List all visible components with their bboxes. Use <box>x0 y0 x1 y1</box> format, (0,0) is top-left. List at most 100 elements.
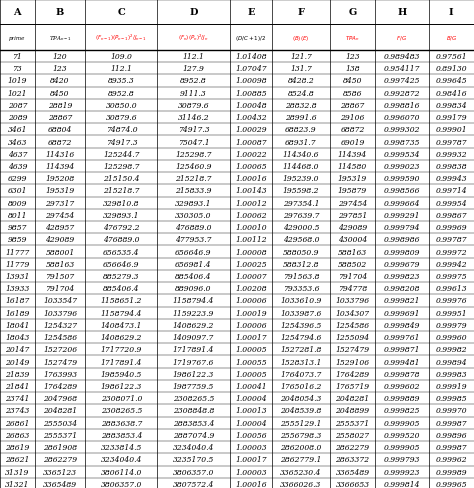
Text: 195319: 195319 <box>338 175 367 183</box>
Text: 429089: 429089 <box>338 224 367 232</box>
Text: 2887074.9: 2887074.9 <box>173 431 214 439</box>
Text: 0.99613: 0.99613 <box>436 285 467 293</box>
Text: 3365489: 3365489 <box>43 480 77 488</box>
Text: 2862008.0: 2862008.0 <box>280 443 322 451</box>
Text: 215833.9: 215833.9 <box>175 187 212 195</box>
Text: 1719767.6: 1719767.6 <box>173 358 214 366</box>
Text: 1527479: 1527479 <box>336 346 370 354</box>
Text: 0.999878: 0.999878 <box>383 370 420 378</box>
Text: 0.989483: 0.989483 <box>383 53 420 61</box>
Text: 0.999679: 0.999679 <box>383 260 420 268</box>
Text: 476889.0: 476889.0 <box>103 236 140 244</box>
Text: 1254794.6: 1254794.6 <box>280 333 322 342</box>
Text: 1.00016: 1.00016 <box>235 480 267 488</box>
Text: 1.00029: 1.00029 <box>235 126 267 134</box>
Text: 8428.2: 8428.2 <box>288 77 314 85</box>
Text: 1254586: 1254586 <box>43 333 77 342</box>
Text: 114394: 114394 <box>338 150 367 159</box>
Text: prime: prime <box>9 36 26 41</box>
Text: 0.97561: 0.97561 <box>436 53 467 61</box>
Text: 121.7: 121.7 <box>290 53 312 61</box>
Text: 2308848.8: 2308848.8 <box>173 407 214 415</box>
Text: 28832.8: 28832.8 <box>285 102 317 110</box>
Text: 0.99867: 0.99867 <box>436 211 467 220</box>
Text: 127.9: 127.9 <box>182 65 204 73</box>
Text: 1.01408: 1.01408 <box>235 53 267 61</box>
Text: 0.99894: 0.99894 <box>436 358 467 366</box>
Text: 429568.0: 429568.0 <box>283 236 319 244</box>
Text: 0.999825: 0.999825 <box>383 407 420 415</box>
Text: 8009: 8009 <box>8 199 27 207</box>
Text: 1987759.5: 1987759.5 <box>173 382 214 390</box>
Text: 1527479: 1527479 <box>43 358 77 366</box>
Text: 1158651.2: 1158651.2 <box>101 297 142 305</box>
Text: 430004: 430004 <box>338 236 367 244</box>
Text: $B/G$: $B/G$ <box>446 34 457 42</box>
Text: 1717891.4: 1717891.4 <box>173 346 214 354</box>
Text: 1.00013: 1.00013 <box>235 407 267 415</box>
Text: 23743: 23743 <box>5 407 29 415</box>
Text: 297639.7: 297639.7 <box>283 211 319 220</box>
Text: 74917.3: 74917.3 <box>178 126 210 134</box>
Text: 125460.9: 125460.9 <box>175 163 212 171</box>
Text: 1763993: 1763993 <box>43 370 77 378</box>
Text: 2308071.0: 2308071.0 <box>101 394 142 403</box>
Text: 1765016.2: 1765016.2 <box>280 382 322 390</box>
Text: 30850.0: 30850.0 <box>106 102 137 110</box>
Text: 123: 123 <box>345 53 360 61</box>
Text: 0.999871: 0.999871 <box>383 346 420 354</box>
Text: 0.999520: 0.999520 <box>383 431 420 439</box>
Text: 29106: 29106 <box>340 114 365 122</box>
Text: 2863372: 2863372 <box>336 455 370 464</box>
Text: 1033987.6: 1033987.6 <box>280 309 322 317</box>
Text: 0.98416: 0.98416 <box>436 89 467 98</box>
Text: 114316: 114316 <box>46 150 75 159</box>
Text: $(F_n)(P_n)^2/J_n$: $(F_n)(P_n)^2/J_n$ <box>178 33 209 43</box>
Text: 18043: 18043 <box>5 333 29 342</box>
Text: 1021: 1021 <box>8 89 27 98</box>
Text: 21839: 21839 <box>5 370 29 378</box>
Text: 1764289: 1764289 <box>336 370 370 378</box>
Text: 31321: 31321 <box>5 480 29 488</box>
Text: $F/G$: $F/G$ <box>396 34 408 42</box>
Text: 2556798.3: 2556798.3 <box>280 431 322 439</box>
Text: 68872: 68872 <box>340 126 365 134</box>
Text: 297851: 297851 <box>338 211 367 220</box>
Text: 885406.4: 885406.4 <box>103 285 140 293</box>
Text: 0.99787: 0.99787 <box>436 138 467 146</box>
Text: 656981.4: 656981.4 <box>175 260 212 268</box>
Text: 1.00885: 1.00885 <box>235 89 267 98</box>
Text: 1.00004: 1.00004 <box>235 419 267 427</box>
Text: 68823.9: 68823.9 <box>285 126 317 134</box>
Text: 8011: 8011 <box>8 211 27 220</box>
Text: 131.7: 131.7 <box>290 65 312 73</box>
Text: 68804: 68804 <box>48 126 72 134</box>
Text: 1408473.1: 1408473.1 <box>101 321 142 329</box>
Text: 21841: 21841 <box>5 382 29 390</box>
Text: 1.00005: 1.00005 <box>235 346 267 354</box>
Text: 1717891.4: 1717891.4 <box>101 358 142 366</box>
Text: 138: 138 <box>345 65 360 73</box>
Text: 0.99970: 0.99970 <box>436 407 467 415</box>
Text: 0.99954: 0.99954 <box>436 199 467 207</box>
Text: 0.99645: 0.99645 <box>436 77 467 85</box>
Text: 0.99982: 0.99982 <box>436 346 467 354</box>
Text: 0.999849: 0.999849 <box>383 321 420 329</box>
Text: 1.00098: 1.00098 <box>235 77 267 85</box>
Text: 0.954117: 0.954117 <box>383 65 420 73</box>
Text: 0.999821: 0.999821 <box>383 297 420 305</box>
Text: 9857: 9857 <box>8 224 27 232</box>
Text: 429000.5: 429000.5 <box>283 224 319 232</box>
Text: 0.999534: 0.999534 <box>383 150 420 159</box>
Text: 28621: 28621 <box>5 455 29 464</box>
Text: 3365230.4: 3365230.4 <box>280 468 322 476</box>
Text: 0.998816: 0.998816 <box>383 102 420 110</box>
Text: 11779: 11779 <box>5 260 29 268</box>
Text: 3233814.5: 3233814.5 <box>101 443 142 451</box>
Text: 0.99838: 0.99838 <box>436 163 467 171</box>
Text: 0.99179: 0.99179 <box>436 114 467 122</box>
Text: 123: 123 <box>53 65 67 73</box>
Text: 20147: 20147 <box>5 346 29 354</box>
Text: 3235170.5: 3235170.5 <box>173 455 214 464</box>
Text: 28867: 28867 <box>340 102 365 110</box>
